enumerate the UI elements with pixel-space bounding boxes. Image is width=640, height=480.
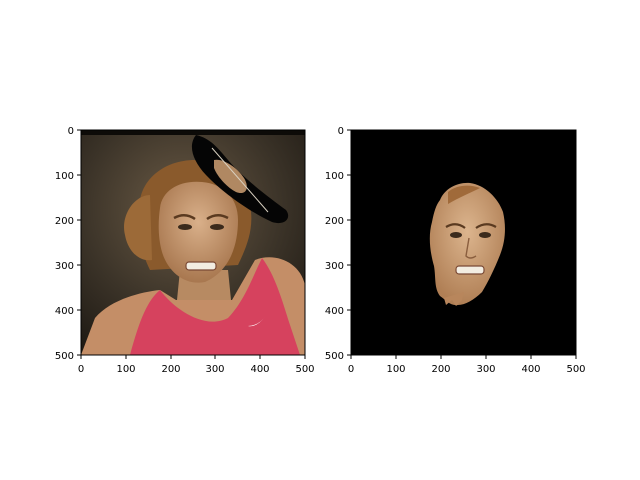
- right-y-tick: 300: [325, 261, 344, 272]
- left-x-tick: 300: [205, 364, 224, 375]
- left-x-tick: 400: [250, 364, 269, 375]
- right-y-tick: 400: [325, 306, 344, 317]
- left-y-tick: 0: [68, 126, 74, 137]
- right-y-axis: 0 100 200 300 400 500: [325, 126, 351, 362]
- left-y-tick: 200: [55, 216, 74, 227]
- left-x-tick: 500: [295, 364, 314, 375]
- left-y-tick: 100: [55, 171, 74, 182]
- face-mask-panel: 0 100 200 300 400 500 0 100 200 300 400 …: [325, 126, 586, 375]
- left-axes-frame: [80, 129, 306, 356]
- left-y-tick: 400: [55, 306, 74, 317]
- right-x-tick: 0: [348, 364, 354, 375]
- original-photo: [81, 130, 305, 355]
- left-y-tick: 500: [55, 351, 74, 362]
- right-x-axis: 0 100 200 300 400 500: [348, 355, 586, 375]
- left-x-tick: 100: [116, 364, 135, 375]
- right-x-tick: 100: [386, 364, 405, 375]
- right-y-tick: 500: [325, 351, 344, 362]
- original-image-panel: 0 100 200 300 400 500 0 100 200 300 400 …: [55, 126, 315, 375]
- right-y-tick: 100: [325, 171, 344, 182]
- left-x-tick: 0: [78, 364, 84, 375]
- right-x-tick: 500: [566, 364, 585, 375]
- right-x-tick: 200: [431, 364, 450, 375]
- right-y-tick: 0: [338, 126, 344, 137]
- right-x-tick: 300: [476, 364, 495, 375]
- left-y-axis: 0 100 200 300 400 500: [55, 126, 81, 362]
- left-x-axis: 0 100 200 300 400 500: [78, 355, 315, 375]
- left-x-tick: 200: [161, 364, 180, 375]
- masked-face: [351, 130, 576, 355]
- right-axes-frame: [350, 129, 577, 356]
- left-y-tick: 300: [55, 261, 74, 272]
- right-x-tick: 400: [521, 364, 540, 375]
- right-y-tick: 200: [325, 216, 344, 227]
